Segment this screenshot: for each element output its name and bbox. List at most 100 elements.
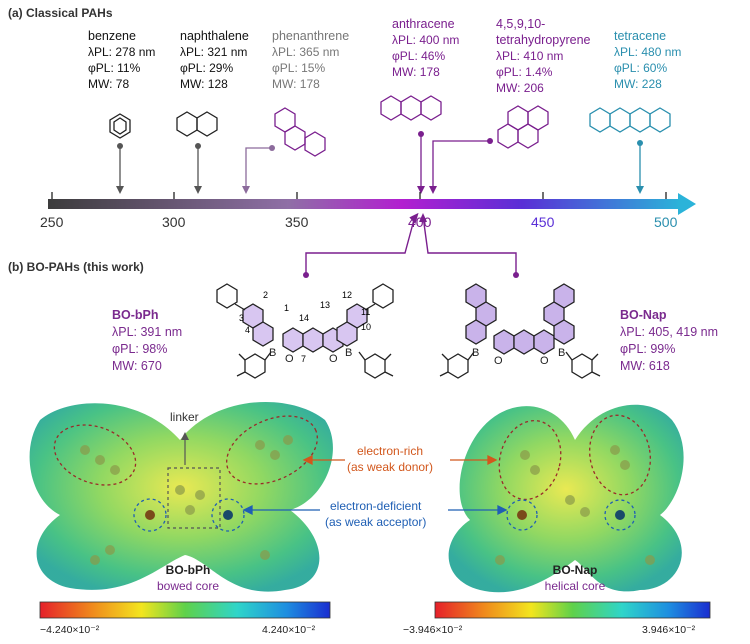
bo-phi: φPL: 99% xyxy=(620,342,676,356)
pah-pl: λPL: 480 nm xyxy=(614,45,682,59)
scale-max-left: 4.240×10⁻² xyxy=(262,624,316,636)
anthracene-structure xyxy=(380,95,442,121)
electron-deficient-sub: (as weak acceptor) xyxy=(325,515,427,529)
section-b-title: (b) BO-PAHs (this work) xyxy=(8,260,144,274)
wavelength-axis xyxy=(48,192,696,215)
pah-name: anthracene xyxy=(392,17,455,31)
svg-text:O: O xyxy=(494,355,503,367)
linker-callout: linker xyxy=(170,410,199,424)
map-name: BO-Nap xyxy=(552,563,598,577)
bo-phi: φPL: 98% xyxy=(112,342,168,356)
pah-label-tetrahydropyrene: 4,5,9,10- tetrahydropyrene λPL: 410 nm φ… xyxy=(496,16,591,96)
esp-map-bo-bph xyxy=(29,401,333,592)
pah-name: benzene xyxy=(88,29,136,43)
esp-maps xyxy=(29,401,711,619)
pah-label-phenanthrene: phenanthrene λPL: 365 nm φPL: 15% MW: 17… xyxy=(272,28,349,92)
pah-mw: MW: 78 xyxy=(88,77,130,91)
pah-phi: φPL: 29% xyxy=(180,61,234,75)
structure-number: 1 xyxy=(284,303,290,313)
pah-pl: λPL: 400 nm xyxy=(392,33,460,47)
structure-number: 7 xyxy=(301,354,307,364)
bo-pl: λPL: 391 nm xyxy=(112,325,183,339)
electron-deficient-arrows xyxy=(242,504,508,516)
structure-number: 14 xyxy=(299,313,310,323)
pah-mw: MW: 178 xyxy=(392,65,440,79)
axis-tick: 250 xyxy=(40,214,64,230)
linker-arrow xyxy=(181,432,189,465)
tetracene-arrow xyxy=(636,140,644,194)
electron-rich-label: electron-rich xyxy=(357,444,424,458)
tetracene-structure xyxy=(589,107,671,133)
svg-text:B: B xyxy=(269,347,276,359)
pah-pl: λPL: 321 nm xyxy=(180,45,248,59)
bo-nap-structure: B O O B xyxy=(439,283,601,379)
color-scale-right xyxy=(434,601,711,619)
svg-text:B: B xyxy=(472,347,479,359)
electron-rich-sub: (as weak donor) xyxy=(347,460,434,474)
scale-min-left: −4.240×10⁻² xyxy=(40,624,100,636)
bo-bph-label: BO-bPh λPL: 391 nm φPL: 98% MW: 670 xyxy=(112,307,182,375)
axis-tick: 300 xyxy=(162,214,186,230)
structure-number: 11 xyxy=(361,307,371,317)
svg-text:O: O xyxy=(285,353,294,365)
pah-name: naphthalene xyxy=(180,29,249,43)
pah-name: tetracene xyxy=(614,29,667,43)
structure-number: 2 xyxy=(263,290,269,300)
pah-phi: φPL: 60% xyxy=(614,61,668,75)
structure-number: 3 xyxy=(239,313,245,323)
map-sub: bowed core xyxy=(156,579,220,593)
color-scale-left xyxy=(39,601,331,619)
svg-text:O: O xyxy=(329,353,338,365)
electron-rich-callout: electron-rich (as weak donor) xyxy=(347,443,433,475)
axis-tick: 500 xyxy=(654,214,678,230)
tetrahydropyrene-structure xyxy=(497,105,549,149)
bo-name: BO-Nap xyxy=(620,308,667,322)
bo-name: BO-bPh xyxy=(112,308,159,322)
map-name: BO-bPh xyxy=(165,563,211,577)
naphthalene-structure xyxy=(176,111,218,137)
tetrahydropyrene-arrow xyxy=(429,138,493,194)
map-label-bo-bph: BO-bPh bowed core xyxy=(148,562,228,594)
benzene-arrow xyxy=(116,143,124,194)
pah-label-benzene: benzene λPL: 278 nm φPL: 11% MW: 78 xyxy=(88,28,155,92)
structure-number: 13 xyxy=(320,300,331,310)
bo-mw: MW: 618 xyxy=(620,359,670,373)
pah-label-tetracene: tetracene λPL: 480 nm φPL: 60% MW: 228 xyxy=(614,28,681,92)
pah-mw: MW: 228 xyxy=(614,77,662,91)
bo-nap-label: BO-Nap λPL: 405, 419 nm φPL: 99% MW: 618 xyxy=(620,307,718,375)
pah-timeline-diagram xyxy=(48,95,696,215)
structure-number: 4 xyxy=(245,325,251,335)
pah-mw: MW: 206 xyxy=(496,81,544,95)
section-a-title: (a) Classical PAHs xyxy=(8,6,113,20)
bo-bph-structure: B O O B xyxy=(216,283,394,379)
pah-mw: MW: 178 xyxy=(272,77,320,91)
electron-rich-arrows xyxy=(302,454,498,466)
pah-phi: φPL: 1.4% xyxy=(496,65,553,79)
bo-axis-arrows xyxy=(303,212,519,278)
structure-number: 12 xyxy=(342,290,353,300)
phenanthrene-structure xyxy=(274,107,326,157)
anthracene-arrow xyxy=(417,131,425,194)
pah-label-naphthalene: naphthalene λPL: 321 nm φPL: 29% MW: 128 xyxy=(180,28,249,92)
pah-label-anthracene: anthracene λPL: 400 nm φPL: 46% MW: 178 xyxy=(392,16,459,80)
structure-number: 10 xyxy=(361,322,372,332)
pah-name-2: tetrahydropyrene xyxy=(496,33,591,47)
pah-phi: φPL: 46% xyxy=(392,49,446,63)
pah-phi: φPL: 11% xyxy=(88,61,141,75)
map-label-bo-nap: BO-Nap helical core xyxy=(535,562,615,594)
naphthalene-arrow xyxy=(194,143,202,194)
benzene-structure xyxy=(109,113,131,139)
pah-pl: λPL: 365 nm xyxy=(272,45,340,59)
pah-mw: MW: 128 xyxy=(180,77,228,91)
esp-map-bo-nap xyxy=(448,404,684,593)
pah-name: phenanthrene xyxy=(272,29,350,43)
bo-pl: λPL: 405, 419 nm xyxy=(620,325,718,339)
map-sub: helical core xyxy=(544,579,606,593)
pah-name: 4,5,9,10- xyxy=(496,17,546,31)
svg-text:B: B xyxy=(558,347,565,359)
electron-deficient-label: electron-deficient xyxy=(329,499,422,513)
pah-phi: φPL: 15% xyxy=(272,61,326,75)
bo-mw: MW: 670 xyxy=(112,359,162,373)
scale-min-right: −3.946×10⁻² xyxy=(403,624,463,636)
pah-pl: λPL: 278 nm xyxy=(88,45,156,59)
